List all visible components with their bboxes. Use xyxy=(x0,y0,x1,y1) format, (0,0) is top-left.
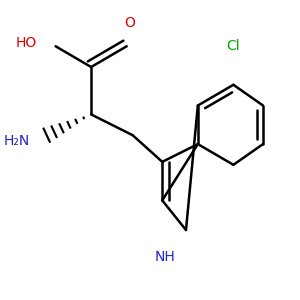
Text: O: O xyxy=(124,16,135,29)
Text: HO: HO xyxy=(15,36,37,50)
Text: Cl: Cl xyxy=(226,39,240,53)
Text: NH: NH xyxy=(155,250,176,264)
Text: H₂N: H₂N xyxy=(4,134,30,148)
